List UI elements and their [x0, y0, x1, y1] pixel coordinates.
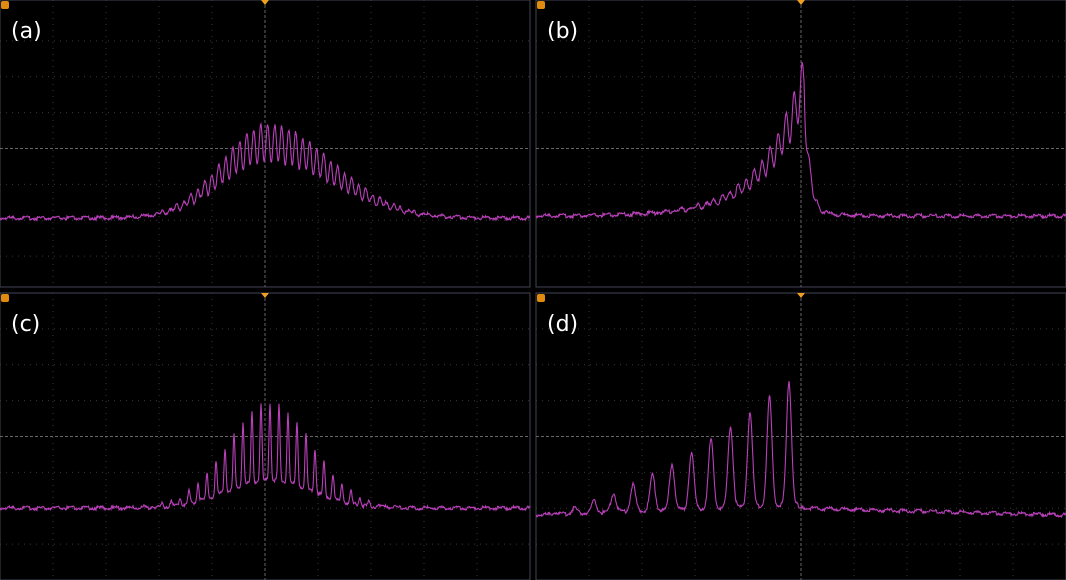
channel-icon: [1, 1, 9, 9]
panel-frame: [536, 0, 1066, 287]
scope-panel: (d): [536, 293, 1066, 580]
channel-icon: [537, 1, 545, 9]
scope-panel: (a): [0, 0, 530, 287]
panel-label: (c): [11, 312, 40, 337]
oscilloscope-figure: (a) (b) (c) (d): [0, 0, 1066, 580]
panel-label: (a): [11, 19, 42, 44]
panel-frame: [0, 0, 530, 287]
channel-icon: [537, 294, 545, 302]
panel-label: (b): [547, 19, 578, 44]
panel-label: (d): [547, 312, 578, 337]
scope-panel: (c): [0, 293, 530, 580]
channel-icon: [1, 294, 9, 302]
scope-panel: (b): [536, 0, 1066, 287]
